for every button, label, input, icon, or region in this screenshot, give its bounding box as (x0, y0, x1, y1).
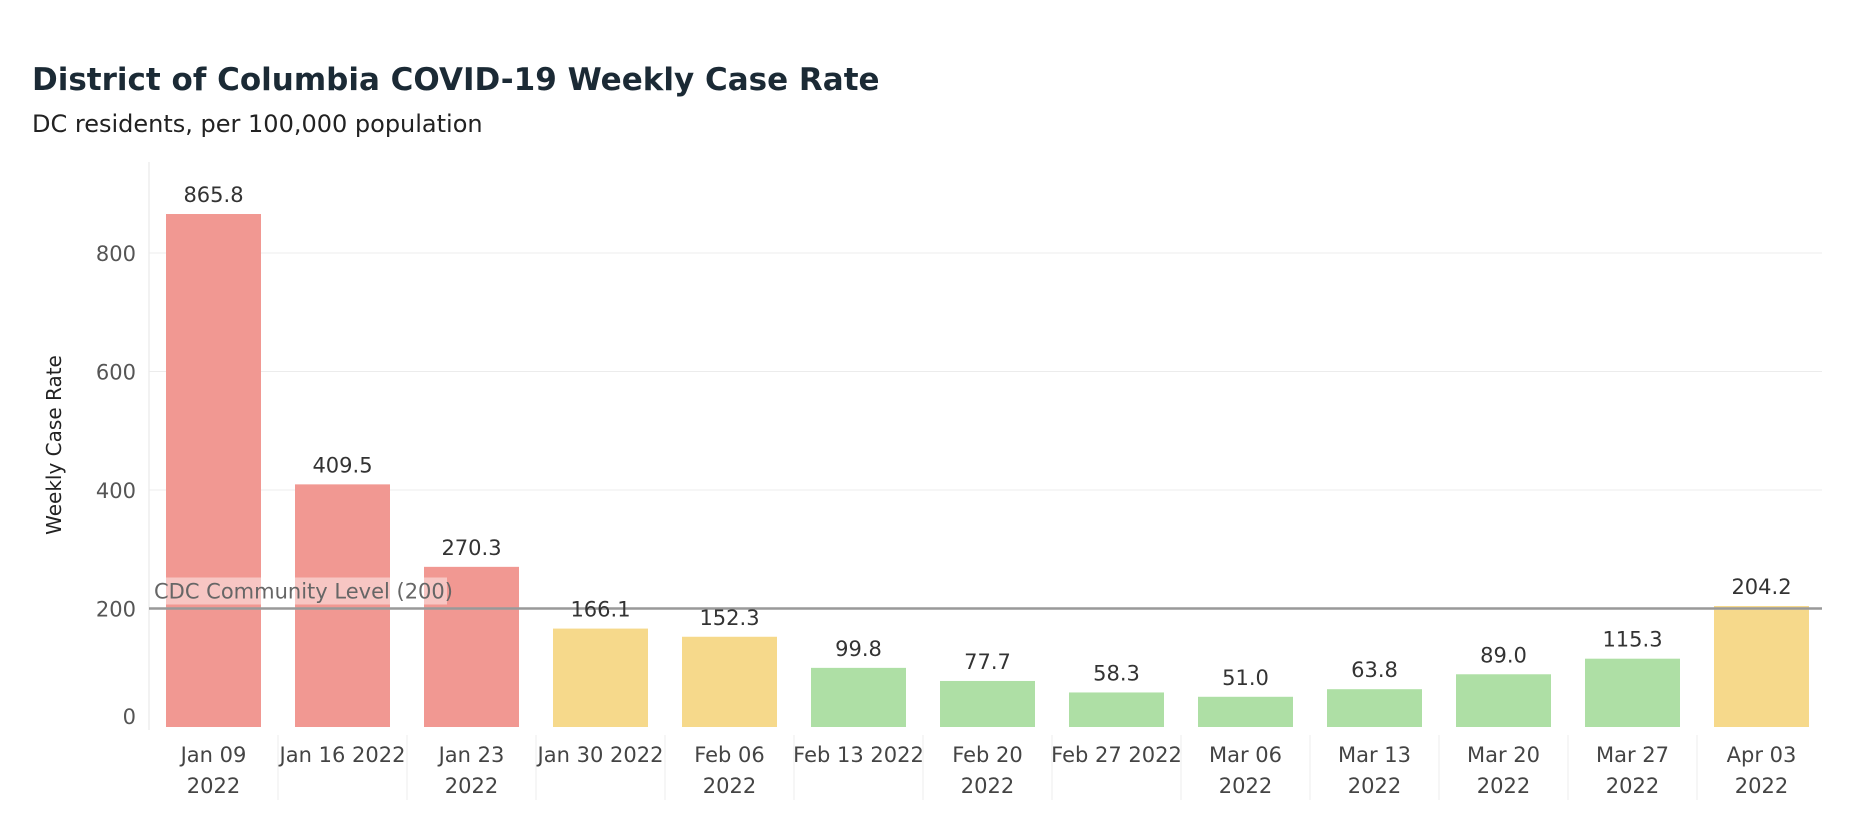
x-tick-label: Mar 13 (1338, 743, 1411, 767)
x-tick-label: Feb 13 2022 (793, 743, 924, 767)
bar (1198, 696, 1293, 727)
bar (553, 628, 648, 727)
x-tick-label: 2022 (1606, 774, 1659, 798)
x-axis: Jan 09 2022 Jan 16 2022 Jan 23 2022 Jan 30 20… (179, 735, 1797, 800)
x-tick-label: Mar 27 (1596, 743, 1669, 767)
x-tick-label: Jan 09 (179, 743, 247, 767)
data-label: 51.0 (1222, 666, 1269, 690)
x-tick-label: 2022 (187, 774, 240, 798)
data-label: 270.3 (441, 536, 501, 560)
value-labels: 865.8 409.5 270.3 166.1 152.3 99.8 77.7 58.3 51.… (183, 183, 1791, 690)
x-tick-label: Mar 20 (1467, 743, 1540, 767)
data-label: 204.2 (1731, 575, 1791, 599)
bar (682, 636, 777, 727)
reference-label-background (152, 577, 447, 605)
x-tick-label: 2022 (1735, 774, 1788, 798)
data-label: 865.8 (183, 183, 243, 207)
data-label: 77.7 (964, 650, 1011, 674)
bar (1327, 689, 1422, 727)
reference-line-group: CDC Community Level (200) (149, 577, 1822, 610)
bar (1069, 692, 1164, 727)
x-tick-label: 2022 (1477, 774, 1530, 798)
data-label: 409.5 (312, 453, 372, 477)
data-label: 63.8 (1351, 658, 1398, 682)
x-tick-label: Jan 30 2022 (536, 743, 664, 767)
x-tick-label: Feb 06 (694, 743, 765, 767)
x-tick-label: Feb 27 2022 (1051, 743, 1182, 767)
y-tick-label: 600 (96, 361, 136, 385)
y-tick-label: 400 (96, 479, 136, 503)
x-tick-label: Feb 20 (952, 743, 1023, 767)
reference-line-label: CDC Community Level (200) (154, 580, 453, 604)
x-tick-label: 2022 (961, 774, 1014, 798)
bar (1714, 606, 1809, 727)
data-label: 58.3 (1093, 661, 1140, 685)
bar (811, 667, 906, 727)
x-tick-label: Mar 06 (1209, 743, 1282, 767)
x-tick-label: 2022 (1219, 774, 1272, 798)
bar (1585, 658, 1680, 727)
data-label: 99.8 (835, 637, 882, 661)
y-tick-label: 200 (96, 598, 136, 622)
y-tick-label: 0 (123, 705, 136, 729)
x-tick-label: Apr 03 (1727, 743, 1797, 767)
x-tick-label: 2022 (703, 774, 756, 798)
data-label: 89.0 (1480, 643, 1527, 667)
bar (424, 566, 519, 727)
chart-title: District of Columbia COVID-19 Weekly Cas… (32, 62, 880, 98)
bar (1456, 674, 1551, 727)
bar (166, 214, 261, 728)
bar (940, 680, 1035, 727)
x-tick-label: 2022 (445, 774, 498, 798)
y-tick-label: 800 (96, 242, 136, 266)
data-label: 166.1 (570, 598, 630, 622)
bar (295, 484, 390, 727)
data-label: 152.3 (699, 606, 759, 630)
x-tick-label: 2022 (1348, 774, 1401, 798)
grid-lines (148, 162, 1822, 730)
x-tick-label: Jan 23 (437, 743, 505, 767)
y-axis-title: Weekly Case Rate (42, 355, 66, 535)
y-axis: 0 200 400 600 800 (96, 242, 136, 729)
data-label: 115.3 (1602, 628, 1662, 652)
bars (166, 214, 1809, 728)
x-tick-label: Jan 16 2022 (278, 743, 406, 767)
chart-subtitle: DC residents, per 100,000 population (32, 110, 483, 138)
